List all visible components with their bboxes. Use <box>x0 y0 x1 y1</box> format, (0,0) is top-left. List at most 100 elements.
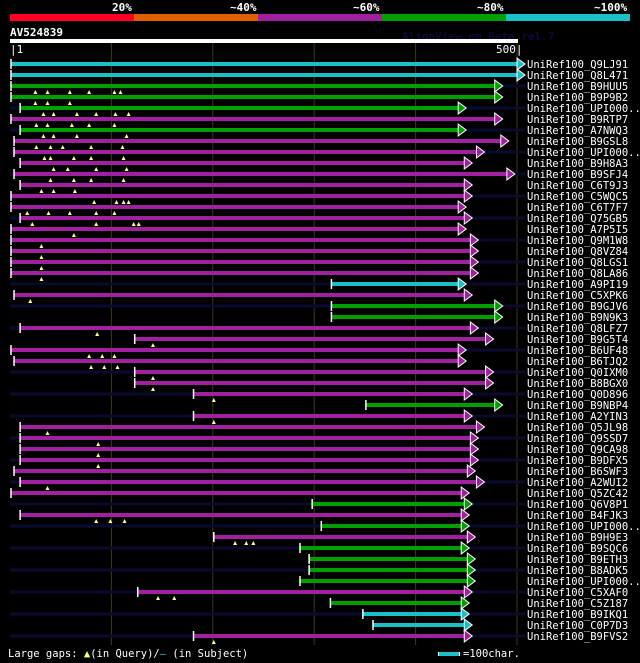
hit-end-arrow <box>463 409 474 423</box>
query-gap-marker <box>150 376 155 380</box>
hit-label: UniRef100_Q9CA98 <box>527 444 628 456</box>
query-gap-marker <box>131 222 136 226</box>
query-gap-marker <box>67 101 72 105</box>
hit-label: UniRef100_Q8LFZ7 <box>527 323 628 335</box>
hit-end-arrow <box>500 134 510 148</box>
hit-end-arrow <box>469 255 480 269</box>
hit-label: UniRef100_B6SWF3 <box>527 466 628 478</box>
hit-end-arrow <box>469 266 480 280</box>
hit-label: UniRef100_Q6V8P1 <box>527 499 628 511</box>
hit-end-arrow <box>466 464 477 478</box>
hit-end-arrow <box>485 365 495 379</box>
hit-label: UniRef100_B9DFX5 <box>527 455 628 467</box>
hit-label: UniRef100_B9GJV6 <box>527 301 628 313</box>
hit-label: UniRef100_Q8LA86 <box>527 268 628 280</box>
query-gap-marker <box>136 222 141 226</box>
query-gap-marker <box>30 222 35 226</box>
query-gap-marker <box>150 343 155 347</box>
query-gap-marker <box>95 332 100 336</box>
query-gap-marker <box>39 266 44 270</box>
query-gap-marker <box>51 189 56 193</box>
query-gap-marker <box>74 134 79 138</box>
query-gap-marker <box>89 145 94 149</box>
alignment-plot: UniRef100_Q9LJ91UniRef100_Q8L471UniRef10… <box>10 43 640 645</box>
query-gap-marker <box>48 145 53 149</box>
query-gap-marker <box>89 178 94 182</box>
query-gap-marker <box>211 640 216 644</box>
query-gap-marker <box>211 420 216 424</box>
hit-end-arrow <box>494 299 504 313</box>
query-end-tick: 500| <box>496 43 523 56</box>
query-gap-marker <box>51 167 56 171</box>
hit-label: UniRef100_C6T9J3 <box>527 180 628 192</box>
hit-end-arrow <box>457 277 468 291</box>
hit-label: UniRef100_B9FVS2 <box>527 631 628 643</box>
query-gap-marker <box>34 145 39 149</box>
legend-label-20: 20% <box>112 1 132 14</box>
query-gap-marker <box>45 90 50 94</box>
query-gap-marker <box>94 222 99 226</box>
hit-label: UniRef100_Q8VZ84 <box>527 246 628 258</box>
query-gap-marker <box>39 277 44 281</box>
query-gap-marker <box>48 178 53 182</box>
hit-label: UniRef100_UPI000.. <box>527 103 640 115</box>
hit-end-arrow <box>494 310 504 324</box>
query-gap-marker <box>72 189 77 193</box>
legend-label-60: ~60% <box>353 1 380 14</box>
hit-label: UniRef100_B9SQC6 <box>527 543 628 555</box>
hit-label: UniRef100_Q5ZC42 <box>527 488 628 500</box>
hit-end-arrow <box>457 200 468 214</box>
query-gap-marker <box>92 200 97 204</box>
hit-label: UniRef100_B9ETH3 <box>527 554 628 566</box>
query-gap-marker <box>113 112 118 116</box>
hit-end-arrow <box>463 618 474 632</box>
query-gap-marker <box>33 101 38 105</box>
query-gap-marker <box>114 200 119 204</box>
subject-gap-text: (in Subject) <box>166 648 249 660</box>
hit-label: UniRef100_B9H9E3 <box>527 532 628 544</box>
hit-end-arrow <box>466 574 477 588</box>
hit-end-arrow <box>469 321 480 335</box>
scale-bar <box>438 652 460 656</box>
query-gap-marker <box>112 354 117 358</box>
query-gap-marker <box>211 398 216 402</box>
query-gap-marker <box>45 486 50 490</box>
hit-end-arrow <box>460 508 471 522</box>
query-gap-marker <box>94 112 99 116</box>
query-gap-marker <box>42 156 47 160</box>
query-gap-marker <box>74 112 79 116</box>
hit-end-arrow <box>460 541 471 555</box>
query-gap-marker <box>71 233 76 237</box>
query-gap-icon: ▲ <box>83 648 91 660</box>
hit-end-arrow <box>466 552 477 566</box>
hit-end-arrow <box>466 563 477 577</box>
gap-legend: Large gaps: ▲(in Query)/– (in Subject) <box>8 648 248 660</box>
query-gap-marker <box>124 134 129 138</box>
hit-label: UniRef100_C5XPK6 <box>527 290 628 302</box>
query-gap-marker <box>112 211 117 215</box>
query-gap-marker <box>89 365 94 369</box>
identity-legend-labels: 20% ~40% ~60% ~80% ~100% <box>0 0 640 14</box>
query-gap-marker <box>41 112 46 116</box>
hit-end-arrow <box>475 475 486 489</box>
hit-end-arrow <box>460 596 471 610</box>
hit-label: UniRef100_B9SFJ4 <box>527 169 628 181</box>
hit-end-arrow <box>457 123 468 137</box>
query-gap-marker <box>87 90 92 94</box>
query-gap-marker <box>96 442 101 446</box>
query-gap-marker <box>51 112 56 116</box>
query-gap-marker <box>45 123 50 127</box>
hit-label: UniRef100_B8ADK5 <box>527 565 628 577</box>
hit-label: UniRef100_B9G5T4 <box>527 334 628 346</box>
query-gap-marker <box>126 200 131 204</box>
hit-end-arrow <box>469 233 480 247</box>
query-start-tick: |1 <box>10 43 24 56</box>
hit-label: UniRef100_A7NWQ3 <box>527 125 628 137</box>
hit-label: UniRef100_B9P9B2 <box>527 92 628 104</box>
hit-end-arrow <box>485 376 495 390</box>
query-bar <box>10 39 518 43</box>
query-gap-marker <box>120 145 125 149</box>
query-gap-text: (in Query)/ <box>90 648 160 660</box>
hit-label: UniRef100_B6TJQ2 <box>527 356 628 368</box>
hit-end-arrow <box>457 101 468 115</box>
